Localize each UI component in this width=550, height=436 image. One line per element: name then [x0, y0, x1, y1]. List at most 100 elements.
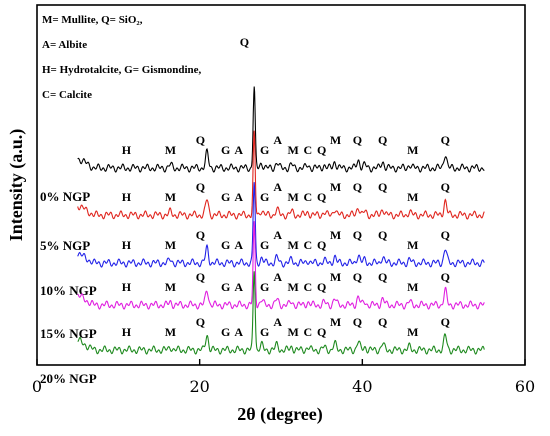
phase-label: M — [407, 143, 418, 157]
phase-label: A — [273, 270, 282, 284]
phase-label: C — [304, 238, 313, 252]
legend-line-3: H= Hydrotalcite, G= Gismondine, — [42, 64, 202, 76]
series-line — [77, 86, 485, 173]
phase-label: A — [273, 180, 282, 194]
phase-label: Q — [378, 270, 387, 284]
phase-label: A — [234, 325, 243, 339]
phase-label: A — [234, 143, 243, 157]
phase-label: Q — [196, 180, 205, 194]
phase-label: H — [122, 238, 132, 252]
phase-label: G — [221, 143, 230, 157]
phase-label: Q — [378, 180, 387, 194]
phase-label: M — [165, 143, 176, 157]
phase-label: A — [273, 228, 282, 242]
series-line — [77, 221, 485, 310]
phase-label: Q — [378, 133, 387, 147]
phase-label: G — [260, 190, 269, 204]
phase-label: G — [221, 325, 230, 339]
phase-label: Q — [353, 180, 362, 194]
phase-label: H — [122, 143, 132, 157]
x-tick-label: 20 — [189, 377, 209, 396]
legend-line-2: A= Albite — [42, 39, 87, 51]
phase-label: Q — [196, 315, 205, 329]
phase-label: Q — [196, 270, 205, 284]
phase-label: Q — [353, 133, 362, 147]
phase-label: C — [304, 325, 313, 339]
phase-label: Q — [353, 270, 362, 284]
phase-label: G — [260, 325, 269, 339]
phase-label: A — [273, 133, 282, 147]
series-layer: 0% NGP 5% NGP 10% NGP 15% NGP 20% NGP — [40, 86, 485, 386]
phase-label: Q — [378, 315, 387, 329]
phase-label: G — [260, 238, 269, 252]
phase-label: C — [304, 190, 313, 204]
x-tick-label: 60 — [515, 377, 535, 396]
phase-label: Q — [196, 228, 205, 242]
phase-label: M — [330, 315, 341, 329]
phase-label: M — [288, 280, 299, 294]
phase-label: C — [304, 143, 313, 157]
series-label: 10% NGP — [40, 283, 97, 298]
series-line — [77, 271, 485, 355]
phase-label: G — [221, 280, 230, 294]
phase-label: Q — [196, 133, 205, 147]
phase-label: Q — [317, 280, 326, 294]
series-line — [77, 182, 485, 268]
phase-label: M — [330, 133, 341, 147]
phase-label: Q — [441, 228, 450, 242]
phase-label: C — [304, 280, 313, 294]
phase-label: Q — [317, 238, 326, 252]
phase-label: M — [407, 238, 418, 252]
phase-label: Q — [353, 228, 362, 242]
plot-frame — [36, 4, 526, 366]
phase-label: M — [165, 238, 176, 252]
x-axis-label: 2θ (degree) — [237, 404, 323, 425]
series-label: 5% NGP — [40, 238, 90, 253]
phase-label: A — [234, 238, 243, 252]
legend-line-4: C= Calcite — [42, 89, 92, 101]
phase-label: M — [288, 238, 299, 252]
legend-line-1: M= Mullite, Q= SiO₂, — [42, 14, 143, 26]
series-line — [77, 130, 485, 220]
phase-label: H — [122, 190, 132, 204]
phase-label: G — [260, 280, 269, 294]
phase-label: A — [234, 280, 243, 294]
top-peak-label: Q — [240, 35, 249, 49]
phase-label: Q — [317, 190, 326, 204]
phase-label: A — [234, 190, 243, 204]
phase-label: M — [330, 270, 341, 284]
phase-label: M — [407, 190, 418, 204]
phase-label: M — [165, 190, 176, 204]
phase-label: Q — [441, 270, 450, 284]
y-axis-label: Intensity (a.u.) — [6, 129, 27, 242]
series-label: 0% NGP — [40, 189, 90, 204]
phase-label: M — [288, 143, 299, 157]
phase-label: Q — [317, 143, 326, 157]
phase-label: Q — [317, 325, 326, 339]
phase-label: M — [165, 325, 176, 339]
phase-label: M — [330, 180, 341, 194]
phase-label: G — [221, 190, 230, 204]
x-axis-ticks: 0 20 40 60 — [32, 359, 535, 396]
phase-label: Q — [378, 228, 387, 242]
series-label: 15% NGP — [40, 326, 97, 341]
legend-box: M= Mullite, Q= SiO₂, A= Albite H= Hydrot… — [42, 14, 202, 101]
phase-label: M — [330, 228, 341, 242]
phase-label: Q — [353, 315, 362, 329]
phase-label: M — [407, 325, 418, 339]
phase-label: G — [221, 238, 230, 252]
phase-label: A — [273, 315, 282, 329]
phase-label: H — [122, 280, 132, 294]
series-label: 20% NGP — [40, 371, 97, 386]
phase-label: H — [122, 325, 132, 339]
phase-label: Q — [441, 315, 450, 329]
phase-label: M — [288, 325, 299, 339]
phase-label: M — [288, 190, 299, 204]
x-tick-label: 0 — [32, 377, 42, 396]
phase-label: Q — [441, 180, 450, 194]
phase-label: Q — [441, 133, 450, 147]
phase-label: G — [260, 143, 269, 157]
phase-label: M — [165, 280, 176, 294]
